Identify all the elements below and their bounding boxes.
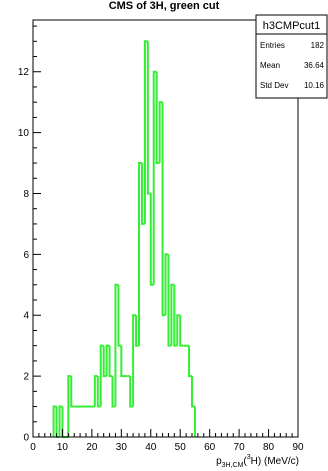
x-axis: 0 10 20 30 40 50 60 70 80 90 [30, 429, 304, 453]
histogram-bin-0 [52, 405, 57, 437]
histogram-bin-22 [117, 284, 122, 347]
y-tick-label: 12 [18, 67, 30, 78]
histogram-bin-40 [170, 283, 175, 346]
stats-box-frame [255, 14, 328, 99]
histogram-bin-14 [93, 375, 98, 407]
histogram-bin-18 [105, 344, 110, 377]
x-tick-label: 10 [57, 442, 69, 453]
histogram-bin-5 [67, 375, 72, 437]
histogram-bin-47 [191, 376, 195, 408]
histogram-bin-6 [70, 376, 75, 408]
stats-mean-label: Mean [260, 61, 280, 70]
chart-title: CMS of 3H, green cut [108, 0, 220, 12]
x-axis-title-subscript: 3H,CM [222, 462, 244, 469]
y-tick-label: 0 [23, 433, 29, 444]
x-tick-label: 70 [234, 442, 246, 453]
x-axis-title-prefix: p [216, 456, 222, 467]
histogram-bin-21 [114, 283, 119, 407]
stats-entries-value: 182 [311, 41, 325, 50]
x-axis-title: p3H,CM(3H) (MeV/c) [216, 454, 299, 469]
histogram-bars [52, 40, 196, 438]
stats-stddev-label: Std Dev [260, 81, 288, 90]
stats-mean-value: 36.64 [304, 61, 325, 70]
histogram-bin-46 [188, 345, 192, 378]
plot-frame [32, 19, 299, 438]
histogram-bin-38 [164, 253, 169, 316]
stats-box-name: h3CMPcut1 [263, 20, 320, 32]
stats-stddev-value: 10.16 [304, 81, 325, 90]
histogram-bin-19 [108, 345, 113, 378]
y-tick-label: 10 [18, 128, 30, 139]
x-tick-label: 60 [204, 442, 216, 453]
histogram-bin-34 [152, 70, 157, 285]
histogram-bin-43 [179, 315, 184, 347]
x-tick-label: 0 [30, 442, 36, 453]
x-tick-label: 50 [175, 442, 187, 453]
x-tick-label: 80 [263, 442, 275, 453]
histogram-bin-2 [58, 405, 63, 437]
x-tick-label: 90 [292, 442, 304, 453]
histogram-bin-32 [146, 41, 151, 195]
y-tick-label: 4 [23, 311, 29, 322]
x-tick-label: 20 [86, 442, 98, 453]
histogram-bin-27 [132, 314, 137, 407]
histogram-bin-23 [120, 345, 125, 378]
histogram-bin-16 [99, 344, 104, 407]
histogram-bin-36 [158, 101, 163, 164]
histogram-bin-29 [138, 162, 142, 346]
y-tick-label: 2 [23, 372, 29, 383]
histogram-bin-42 [176, 314, 181, 346]
y-tick-label: 8 [23, 189, 29, 200]
stats-box: h3CMPcut1 Entries 182 Mean 36.64 Std Dev… [255, 14, 328, 99]
x-axis-title-superscript: 3 [247, 454, 251, 461]
x-tick-label: 40 [145, 442, 157, 453]
y-axis: 0 2 4 6 8 10 12 [18, 25, 41, 444]
x-axis-title-suffix: H) (MeV/c) [251, 456, 299, 467]
stats-entries-label: Entries [260, 41, 285, 50]
y-tick-label: 6 [23, 250, 29, 261]
x-tick-label: 30 [116, 442, 128, 453]
